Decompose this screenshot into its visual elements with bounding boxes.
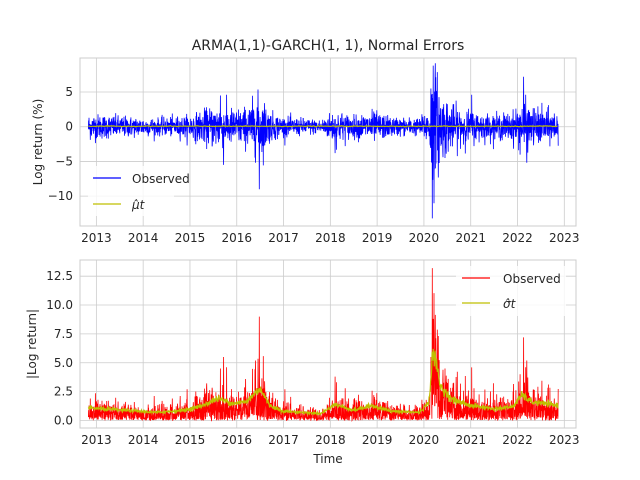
x-tick-label: 2014 [128,433,159,447]
top-series [88,63,559,219]
y-tick-label: −10 [48,189,73,203]
observed-series-line [88,63,559,219]
bottom-y-axis-label: |Log return| [25,309,39,379]
y-tick-label: 10.0 [46,298,73,312]
x-tick-label: 2018 [315,231,346,245]
y-tick-label: 0.0 [54,413,73,427]
x-tick-label: 2021 [455,231,486,245]
top-legend-box [88,166,174,216]
x-tick-label: 2013 [81,433,112,447]
x-tick-label: 2016 [221,433,252,447]
x-tick-label: 2014 [128,231,159,245]
y-tick-label: 5.0 [54,356,73,370]
observed-series-line [88,268,559,422]
bottom-legend: Observed σ̂t [456,266,566,316]
x-tick-label: 2022 [502,231,533,245]
bottom-legend-box [456,266,566,316]
x-tick-label: 2020 [409,433,440,447]
x-tick-label: 2017 [268,433,299,447]
bottom-axes-frame [79,259,577,429]
x-tick-label: 2015 [175,433,206,447]
bottom-series [87,268,559,422]
x-tick-label: 2022 [502,433,533,447]
top-axes-frame [79,57,577,227]
top-tick-labels: 2013 2014 2015 2016 2017 2018 2019 2020 2021 2022… [48,85,580,245]
top-legend-mu-label: μ̂t [131,198,146,212]
bottom-legend-observed-label: Observed [503,272,561,286]
y-tick-label: −5 [55,154,73,168]
x-tick-label: 2021 [455,433,486,447]
x-tick-label: 2018 [315,433,346,447]
top-legend: Observed μ̂t [88,166,190,216]
bottom-x-axis-label: Time [312,452,342,466]
y-tick-label: 7.5 [54,327,73,341]
y-tick-label: 0 [65,120,73,134]
chart-title: ARMA(1,1)-GARCH(1, 1), Normal Errors [192,38,465,54]
top-y-axis-label: Log return (%) [31,99,45,186]
x-tick-label: 2016 [221,231,252,245]
x-tick-label: 2023 [549,433,580,447]
x-tick-label: 2019 [362,433,393,447]
x-tick-label: 2015 [175,231,206,245]
y-tick-label: 2.5 [54,385,73,399]
top-legend-observed-label: Observed [132,172,190,186]
mu-hat-series-line [88,124,558,128]
y-tick-label: 5 [65,85,73,99]
top-axes: ARMA(1,1)-GARCH(1, 1), Normal Errors 201… [31,38,580,245]
x-tick-label: 2013 [81,231,112,245]
x-tick-label: 2023 [549,231,580,245]
x-tick-label: 2017 [268,231,299,245]
x-tick-label: 2020 [409,231,440,245]
y-tick-label: 12.5 [46,269,73,283]
bottom-axes: 2013 2014 2015 2016 2017 2018 2019 2020 2021 2022… [25,259,580,466]
sigma-hat-series-line [87,348,559,417]
x-tick-label: 2019 [362,231,393,245]
bottom-legend-sigma-label: σ̂t [503,297,517,311]
bottom-tick-labels: 2013 2014 2015 2016 2017 2018 2019 2020 2021 2022… [46,269,579,447]
